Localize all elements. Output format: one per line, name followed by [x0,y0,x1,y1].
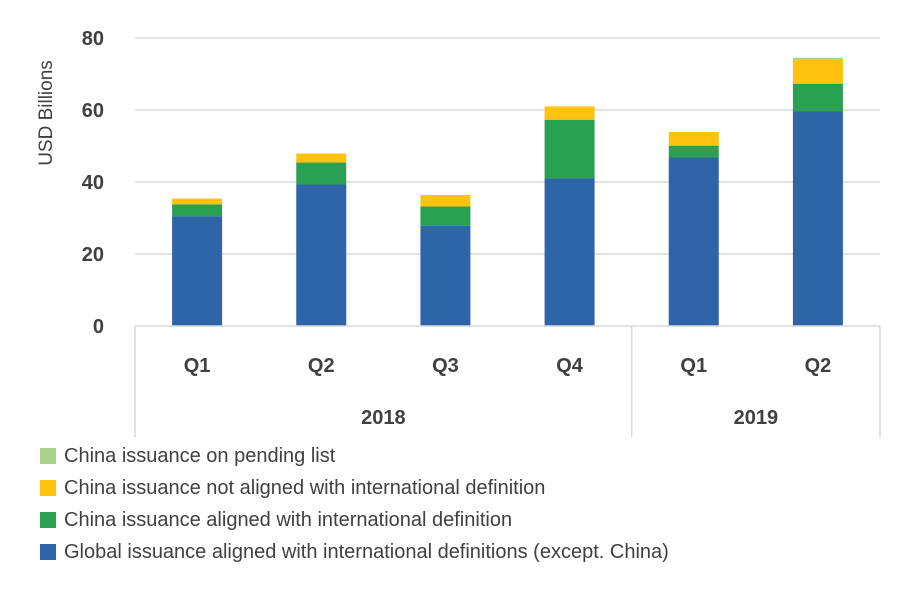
group-label: 2018 [361,407,406,429]
group-label: 2019 [734,407,779,429]
x-tick-label: Q2 [308,355,335,377]
bar-segment [172,198,223,205]
legend-label-global: Global issuance aligned with internation… [64,540,669,563]
bar-segment [792,57,843,60]
legend-item-pending: China issuance on pending list [40,440,669,472]
y-tick-label: 80 [82,28,104,50]
bars [172,57,843,326]
y-tick-label: 0 [93,316,104,338]
legend-label-china-aligned: China issuance aligned with internationa… [64,508,513,531]
x-tick-label: Q2 [805,355,832,377]
y-axis-label: USD Billions [36,60,57,166]
stacked-bar-chart: 0 20 40 60 80 Q1 Q2 Q3 Q4 Q1 Q2 2018 2019 USD Billio… [36,28,881,437]
y-tick-label: 20 [82,244,104,266]
bar-segment [420,225,471,326]
bar-segment [420,194,471,207]
y-tick-label: 60 [82,100,104,122]
legend-item-china-aligned: China issuance aligned with internationa… [40,504,669,536]
legend-label-china-not-aligned: China issuance not aligned with internat… [64,476,546,499]
bar-segment [792,83,843,112]
gridlines [135,37,880,255]
legend-item-china-not-aligned: China issuance not aligned with internat… [40,472,669,504]
x-tick-label: Q3 [432,355,459,377]
bar-segment [792,59,843,84]
y-tick-label: 40 [82,172,104,194]
bar-segment [172,216,223,326]
x-tick-label: Q4 [556,355,584,377]
bar-segment [544,178,595,326]
legend-item-global: Global issuance aligned with internation… [40,536,669,568]
legend: China issuance on pending list China iss… [40,440,669,568]
axes: 0 20 40 60 80 Q1 Q2 Q3 Q4 Q1 Q2 2018 2019 [82,28,881,437]
bar-segment [544,106,595,120]
bar-segment [172,204,223,217]
x-tick-label: Q1 [184,355,211,377]
bar-segment [544,119,595,179]
bar-segment [668,157,719,326]
legend-swatch-china-not-aligned [40,480,56,496]
bar-segment [296,184,347,326]
bar-segment [668,145,719,158]
bar-segment [668,131,719,146]
bar-segment [296,153,347,163]
x-tick-label: Q1 [680,355,707,377]
legend-label-pending: China issuance on pending list [64,444,336,467]
bar-segment [792,111,843,326]
legend-swatch-pending [40,448,56,464]
legend-swatch-china-aligned [40,512,56,528]
legend-swatch-global [40,544,56,560]
bar-segment [296,162,347,185]
bar-segment [420,206,471,226]
